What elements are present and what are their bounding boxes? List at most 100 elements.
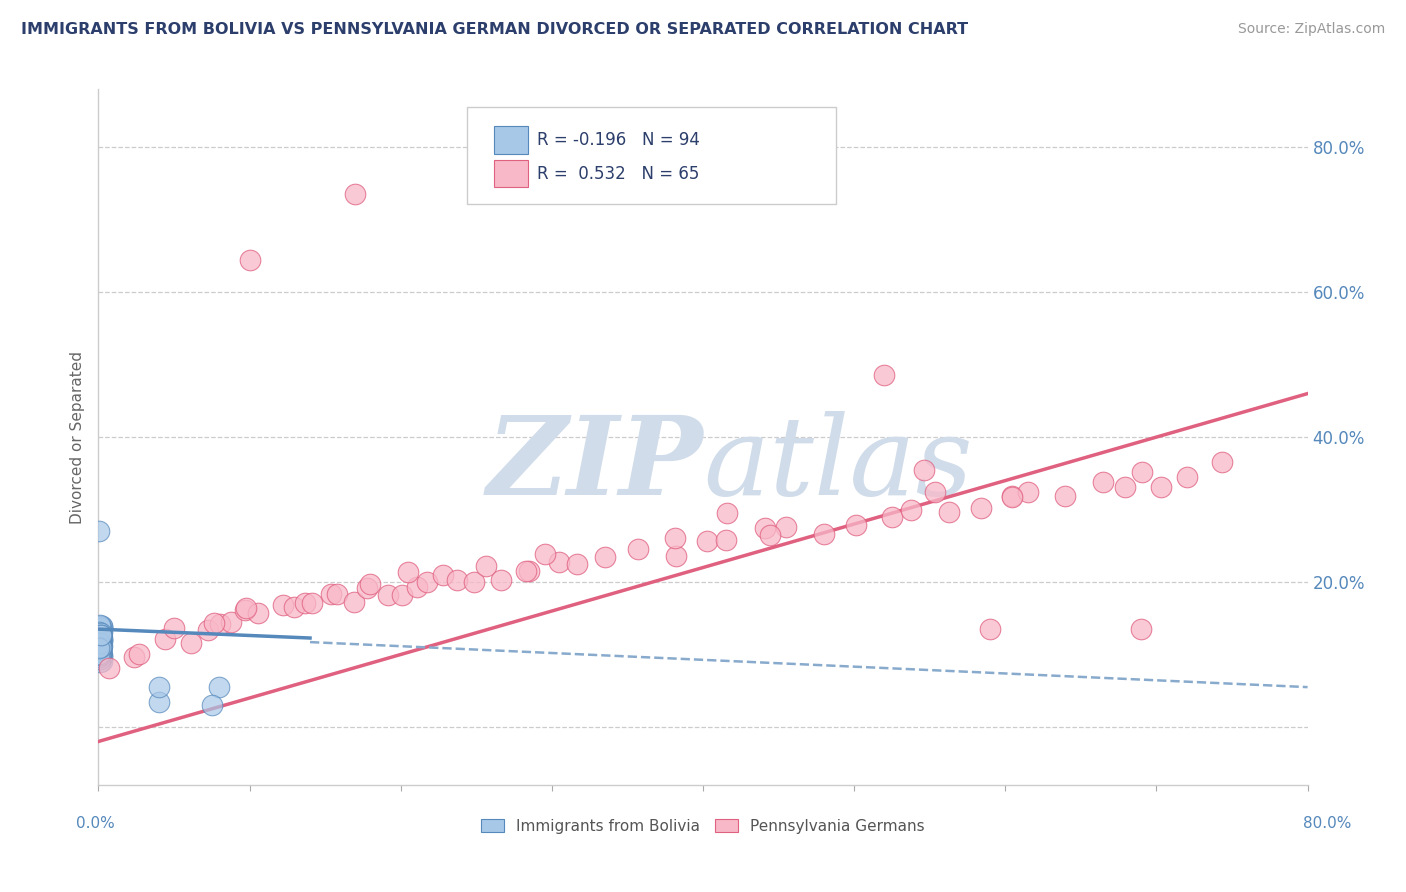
Point	[912, 462, 935, 476]
Point	[319, 587, 342, 601]
Point	[89, 524, 111, 539]
Point	[845, 517, 868, 532]
Point	[873, 368, 896, 383]
Point	[547, 556, 569, 570]
Point	[122, 649, 145, 664]
Point	[359, 576, 381, 591]
Point	[89, 647, 111, 661]
Point	[446, 574, 468, 588]
Point	[180, 636, 202, 650]
Point	[90, 648, 112, 663]
Point	[91, 621, 114, 635]
Point	[90, 642, 112, 657]
Point	[87, 639, 110, 653]
Point	[90, 635, 112, 649]
Point	[89, 649, 111, 664]
Point	[533, 547, 555, 561]
Point	[90, 626, 112, 640]
Point	[239, 252, 262, 267]
Point	[1175, 469, 1198, 483]
Point	[89, 655, 111, 669]
Point	[759, 528, 782, 542]
Text: 0.0%: 0.0%	[76, 816, 115, 831]
Point	[416, 574, 439, 589]
Point	[90, 625, 112, 640]
Point	[89, 629, 111, 643]
Point	[775, 520, 797, 534]
Point	[979, 622, 1001, 636]
Point	[90, 619, 112, 633]
Point	[880, 510, 903, 524]
FancyBboxPatch shape	[494, 127, 527, 154]
Text: R = -0.196   N = 94: R = -0.196 N = 94	[537, 131, 700, 149]
Point	[396, 565, 419, 579]
Point	[202, 616, 225, 631]
Point	[89, 624, 111, 638]
Point	[1017, 485, 1039, 500]
Point	[89, 630, 111, 644]
Point	[406, 580, 429, 594]
Point	[90, 650, 112, 665]
Point	[90, 634, 112, 648]
Point	[90, 630, 112, 644]
Point	[90, 631, 112, 645]
Point	[716, 506, 738, 520]
Point	[475, 558, 498, 573]
Point	[89, 635, 111, 649]
Point	[89, 643, 111, 657]
Point	[89, 642, 111, 657]
Point	[89, 632, 111, 647]
Point	[1150, 480, 1173, 494]
Point	[273, 599, 295, 613]
Point	[1054, 490, 1077, 504]
Point	[593, 550, 616, 565]
Point	[969, 500, 991, 515]
Point	[89, 625, 111, 640]
Point	[87, 643, 110, 657]
Point	[90, 639, 112, 653]
Text: 80.0%: 80.0%	[1303, 816, 1351, 831]
Point	[326, 587, 349, 601]
Point	[89, 627, 111, 641]
Point	[98, 660, 121, 674]
Point	[163, 622, 186, 636]
Point	[696, 534, 718, 549]
Point	[89, 625, 111, 640]
Point	[89, 641, 111, 656]
Point	[247, 606, 270, 620]
Point	[90, 648, 112, 662]
Point	[89, 638, 111, 652]
Point	[89, 648, 111, 662]
Point	[89, 640, 111, 654]
Point	[89, 644, 111, 658]
Text: Source: ZipAtlas.com: Source: ZipAtlas.com	[1237, 22, 1385, 37]
Point	[89, 651, 111, 665]
Point	[90, 648, 112, 662]
Point	[377, 588, 399, 602]
Point	[91, 634, 114, 648]
Point	[90, 644, 112, 658]
Point	[89, 646, 111, 660]
Point	[90, 645, 112, 659]
Point	[343, 595, 366, 609]
Point	[89, 640, 111, 655]
Point	[294, 596, 316, 610]
Point	[301, 596, 323, 610]
Point	[1000, 490, 1022, 504]
Point	[1001, 489, 1024, 503]
Point	[155, 632, 177, 647]
Point	[89, 642, 111, 657]
Point	[221, 615, 243, 629]
Point	[89, 648, 111, 663]
Point	[90, 650, 112, 665]
Point	[89, 627, 111, 641]
Point	[90, 620, 112, 634]
Point	[87, 642, 110, 657]
Point	[90, 636, 112, 650]
Text: atlas: atlas	[703, 411, 973, 518]
Point	[89, 632, 111, 647]
Point	[1130, 465, 1153, 479]
Point	[463, 574, 485, 589]
Point	[90, 639, 112, 653]
Point	[1130, 622, 1153, 636]
